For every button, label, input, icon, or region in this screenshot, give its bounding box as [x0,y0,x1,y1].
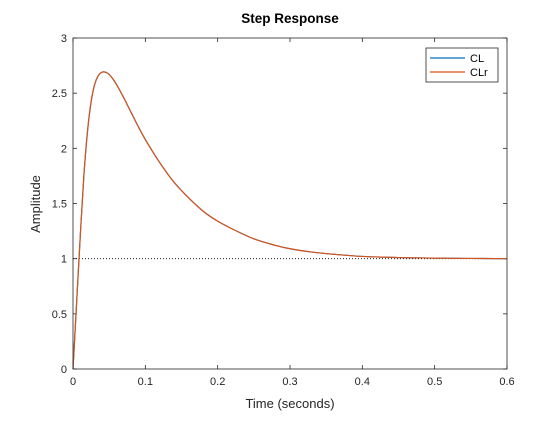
y-tick-label: 1.5 [52,199,67,211]
x-tick-label: 0.3 [282,376,297,388]
y-tick-label: 3 [61,33,67,45]
x-tick-label: 0 [70,376,76,388]
x-tick-label: 0.1 [138,376,153,388]
legend-label-clr: CLr [470,67,488,79]
x-tick-label: 0.2 [210,376,225,388]
series-line-clr [72,71,508,370]
x-ticks: 0 0.1 0.2 0.3 0.4 0.5 0.6 [70,38,515,388]
x-tick-label: 0.4 [355,376,370,388]
x-tick-label: 0.6 [499,376,514,388]
axes-background [73,38,507,369]
y-tick-label: 2 [61,143,67,155]
y-ticks: 0 0.5 1 1.5 2 2.5 3 [52,33,507,376]
y-axis-label: Amplitude [28,175,43,233]
chart-title: Step Response [241,11,339,26]
y-tick-label: 0 [61,364,67,376]
series-layer [72,71,508,370]
y-tick-label: 2.5 [52,88,67,100]
legend-label-cl: CL [470,53,484,65]
legend-box [425,47,499,83]
x-axis-label: Time (seconds) [245,396,334,411]
axes-box [72,37,508,370]
y-tick-label: 1 [61,254,67,266]
y-tick-label: 0.5 [52,309,67,321]
x-tick-label: 0.5 [427,376,442,388]
legend: CL CLr [425,47,499,83]
